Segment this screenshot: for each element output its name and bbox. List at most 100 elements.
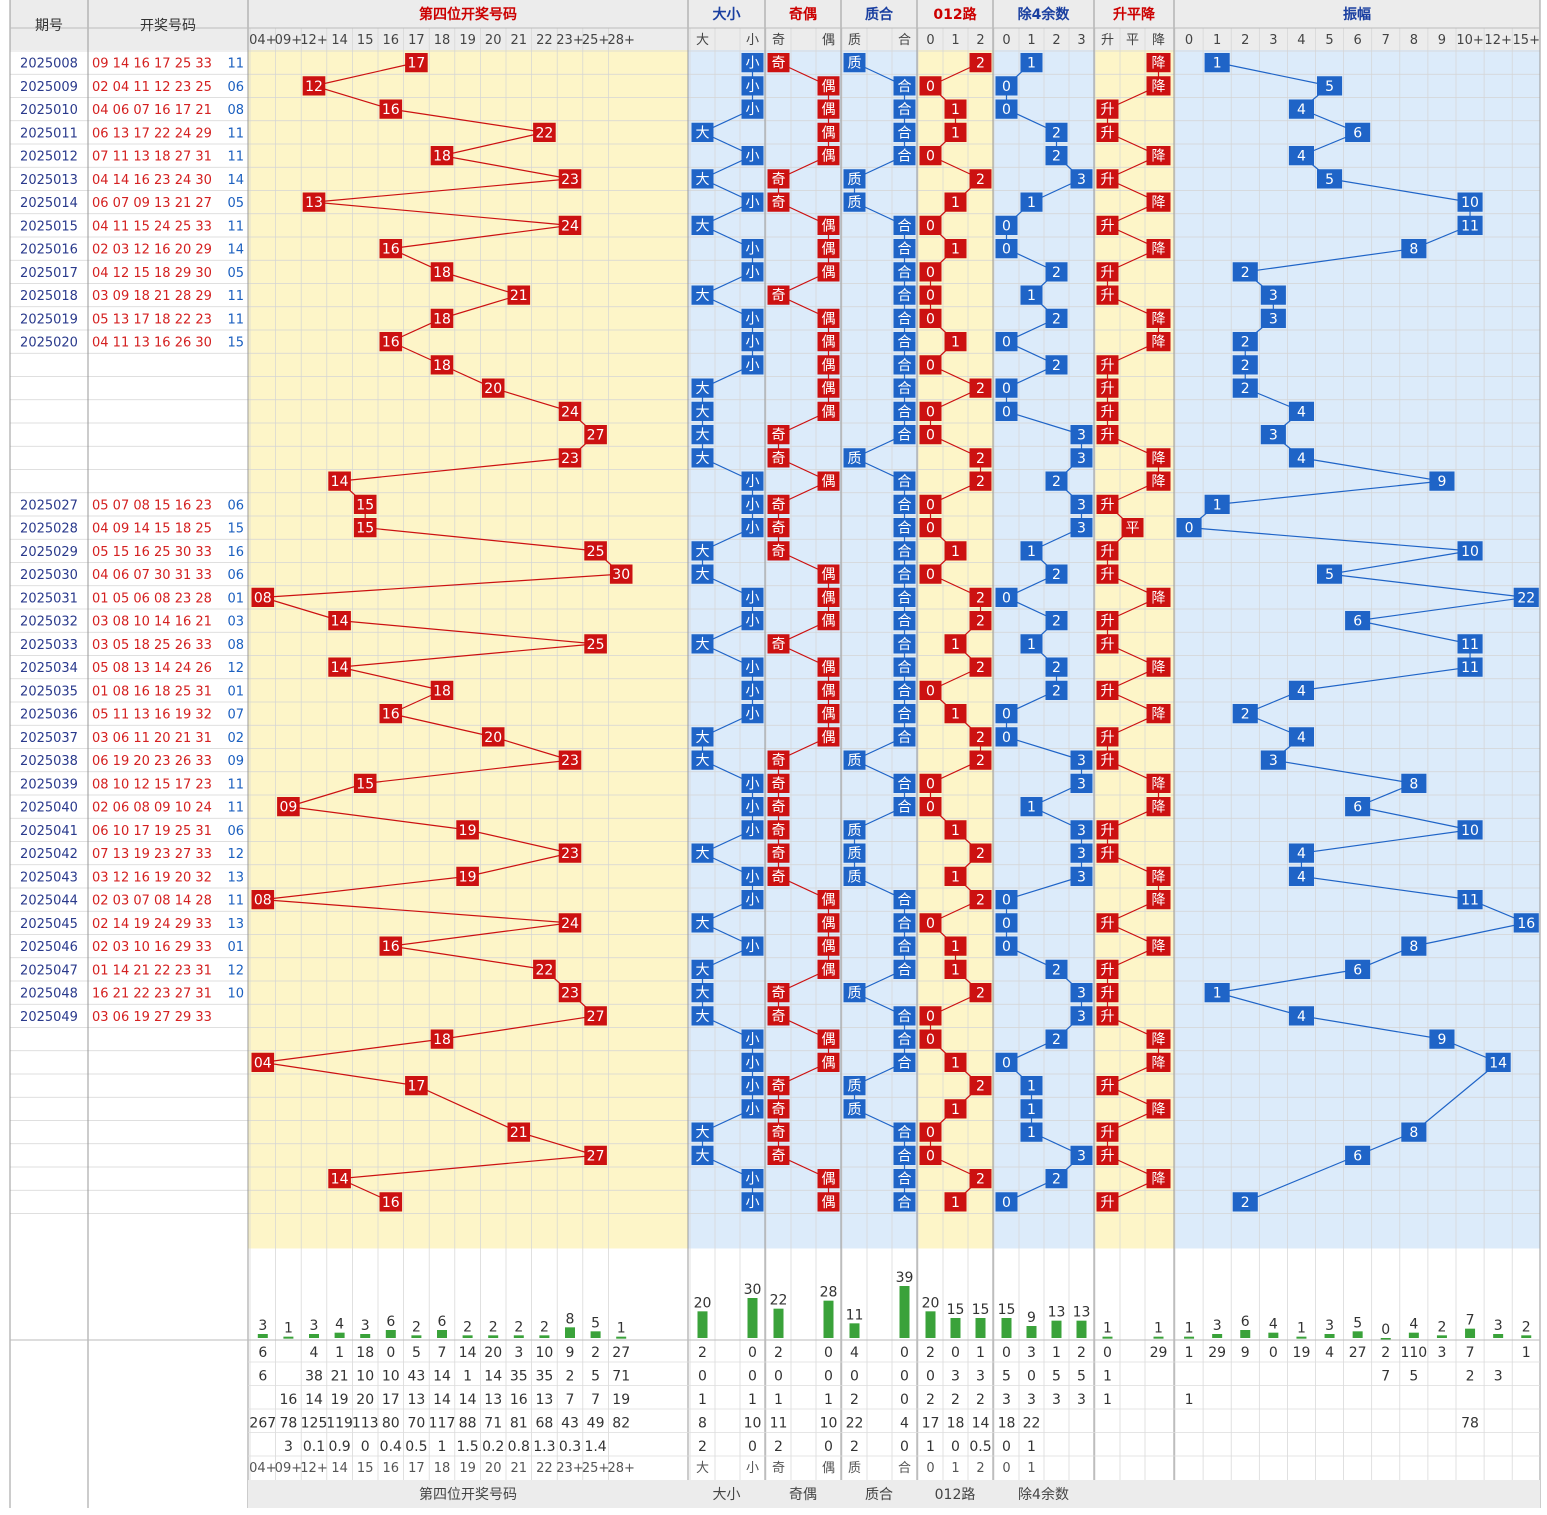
bigsmall-marker [691, 401, 714, 421]
route-value: 0 [926, 567, 935, 583]
draw-blue-number: 05 [227, 196, 244, 211]
cells-layer: 2025008 09 14 16 17 25 33 11 17 小奇质 2 1 降 120250… [20, 53, 1539, 1212]
stats-value: 3 [1027, 1345, 1036, 1361]
draw-blue-number: 05 [227, 266, 244, 281]
stats-value: 43 [561, 1416, 579, 1432]
stats-value: 17 [382, 1392, 400, 1408]
prime-value: 合 [898, 1148, 912, 1164]
pos-subheader: 22 [536, 33, 553, 48]
route-value: 0 [926, 1125, 935, 1141]
fourth-digit-marker [558, 843, 582, 863]
prime-value: 合 [898, 1032, 912, 1048]
pos-subheader: 14 [331, 33, 348, 48]
count-bar [1076, 1320, 1087, 1338]
fourth-digit-value: 21 [510, 1125, 528, 1141]
amplitude-marker [1232, 1192, 1258, 1212]
issue-number: 2025039 [20, 777, 78, 792]
pos-subheader: 16 [383, 33, 400, 48]
prime-marker [893, 308, 916, 328]
stats-value: 0.9 [328, 1439, 350, 1455]
prime-value: 合 [898, 730, 912, 746]
stats-value: 0.3 [559, 1439, 581, 1455]
amplitude-value: 0 [1185, 521, 1194, 537]
stats-value: 1 [1185, 1345, 1194, 1361]
count-bar [437, 1330, 447, 1338]
bigsmall-marker [741, 936, 764, 956]
draw-blue-number: 12 [227, 847, 244, 862]
stats-value: 7 [438, 1345, 447, 1361]
oddeven-value: 偶 [822, 218, 836, 234]
prime-marker [893, 564, 916, 584]
draw-numbers: 03 09 18 21 28 29 [92, 289, 212, 304]
mod4-value: 1 [1027, 544, 1036, 560]
trend-value: 降 [1152, 56, 1166, 72]
draw-blue-number: 08 [227, 638, 244, 653]
bigsmall-value: 大 [696, 753, 710, 769]
route-value: 0 [926, 288, 935, 304]
amp-subheader: 5 [1325, 33, 1333, 48]
count-bar [975, 1318, 986, 1338]
mod4-marker [1045, 1169, 1068, 1189]
issue-number: 2025038 [20, 754, 78, 769]
count-bar [334, 1332, 345, 1338]
amplitude-value: 4 [1297, 683, 1306, 699]
mod4-subheader: 2 [1052, 33, 1060, 48]
draw-blue-number: 01 [227, 940, 244, 955]
trend-value: 升 [1101, 404, 1115, 420]
mod4-value: 0 [1002, 102, 1011, 118]
route-marker [944, 99, 967, 119]
stats-value: 1 [698, 1392, 707, 1408]
mod4-marker [1045, 657, 1068, 677]
trend-marker [1146, 797, 1171, 817]
trend-marker [1096, 820, 1119, 840]
fourth-digit-value: 16 [382, 335, 400, 351]
footer-pos-label: 12+ [300, 1461, 327, 1476]
draw-numbers: 03 05 18 25 26 33 [92, 638, 212, 653]
fourth-digit-value: 18 [433, 1032, 451, 1048]
mod4-marker [995, 913, 1018, 933]
mod4-marker [1020, 634, 1043, 654]
count-bar-label: 3 [258, 1318, 267, 1334]
mod4-value: 0 [1002, 1195, 1011, 1211]
mod4-value: 0 [1002, 939, 1011, 955]
draw-numbers: 04 06 07 16 17 21 [92, 103, 212, 118]
bigsmall-value: 小 [746, 79, 760, 95]
bigsmall-value: 小 [746, 335, 760, 351]
fourth-digit-marker [379, 936, 403, 956]
bigsmall-marker [691, 727, 714, 747]
prime-marker [843, 1099, 866, 1119]
draw-numbers: 02 03 12 16 20 29 [92, 243, 212, 258]
count-bar [1051, 1320, 1062, 1338]
oddeven-value: 偶 [822, 683, 836, 699]
mod4-subheader: 1 [1027, 33, 1035, 48]
amp-subheader: 8 [1410, 33, 1418, 48]
amp-subheader: 9 [1438, 33, 1446, 48]
oddeven-value: 偶 [822, 1055, 836, 1071]
prime-marker [893, 657, 916, 677]
prime-marker [893, 611, 916, 631]
amplitude-value: 4 [1297, 451, 1306, 467]
count-bar-label: 8 [566, 1311, 575, 1327]
bigsmall-value: 大 [696, 428, 710, 444]
amplitude-marker [1288, 727, 1314, 747]
route-value: 0 [926, 358, 935, 374]
route-value: 1 [951, 335, 960, 351]
bigsmall-marker [691, 425, 714, 445]
oddeven-value: 偶 [822, 590, 836, 606]
route-subheader: 0 [926, 33, 934, 48]
prime-value: 质 [848, 195, 862, 211]
issue-number: 2025046 [20, 940, 78, 955]
count-bar [1465, 1328, 1476, 1338]
footer-section-label: 除4余数 [1018, 1486, 1069, 1503]
fourth-digit-marker [251, 587, 275, 607]
mod4-value: 3 [1077, 753, 1086, 769]
amplitude-marker [1513, 913, 1539, 933]
amplitude-marker [1345, 611, 1371, 631]
mod4-value: 2 [1052, 149, 1061, 165]
bigsmall-marker [741, 1099, 764, 1119]
footer-prime-label: 质 [848, 1461, 861, 1476]
draw-blue-number: 11 [227, 219, 244, 234]
amplitude-marker [1317, 564, 1343, 584]
bigsmall-value: 小 [746, 358, 760, 374]
oddeven-marker [817, 564, 840, 584]
